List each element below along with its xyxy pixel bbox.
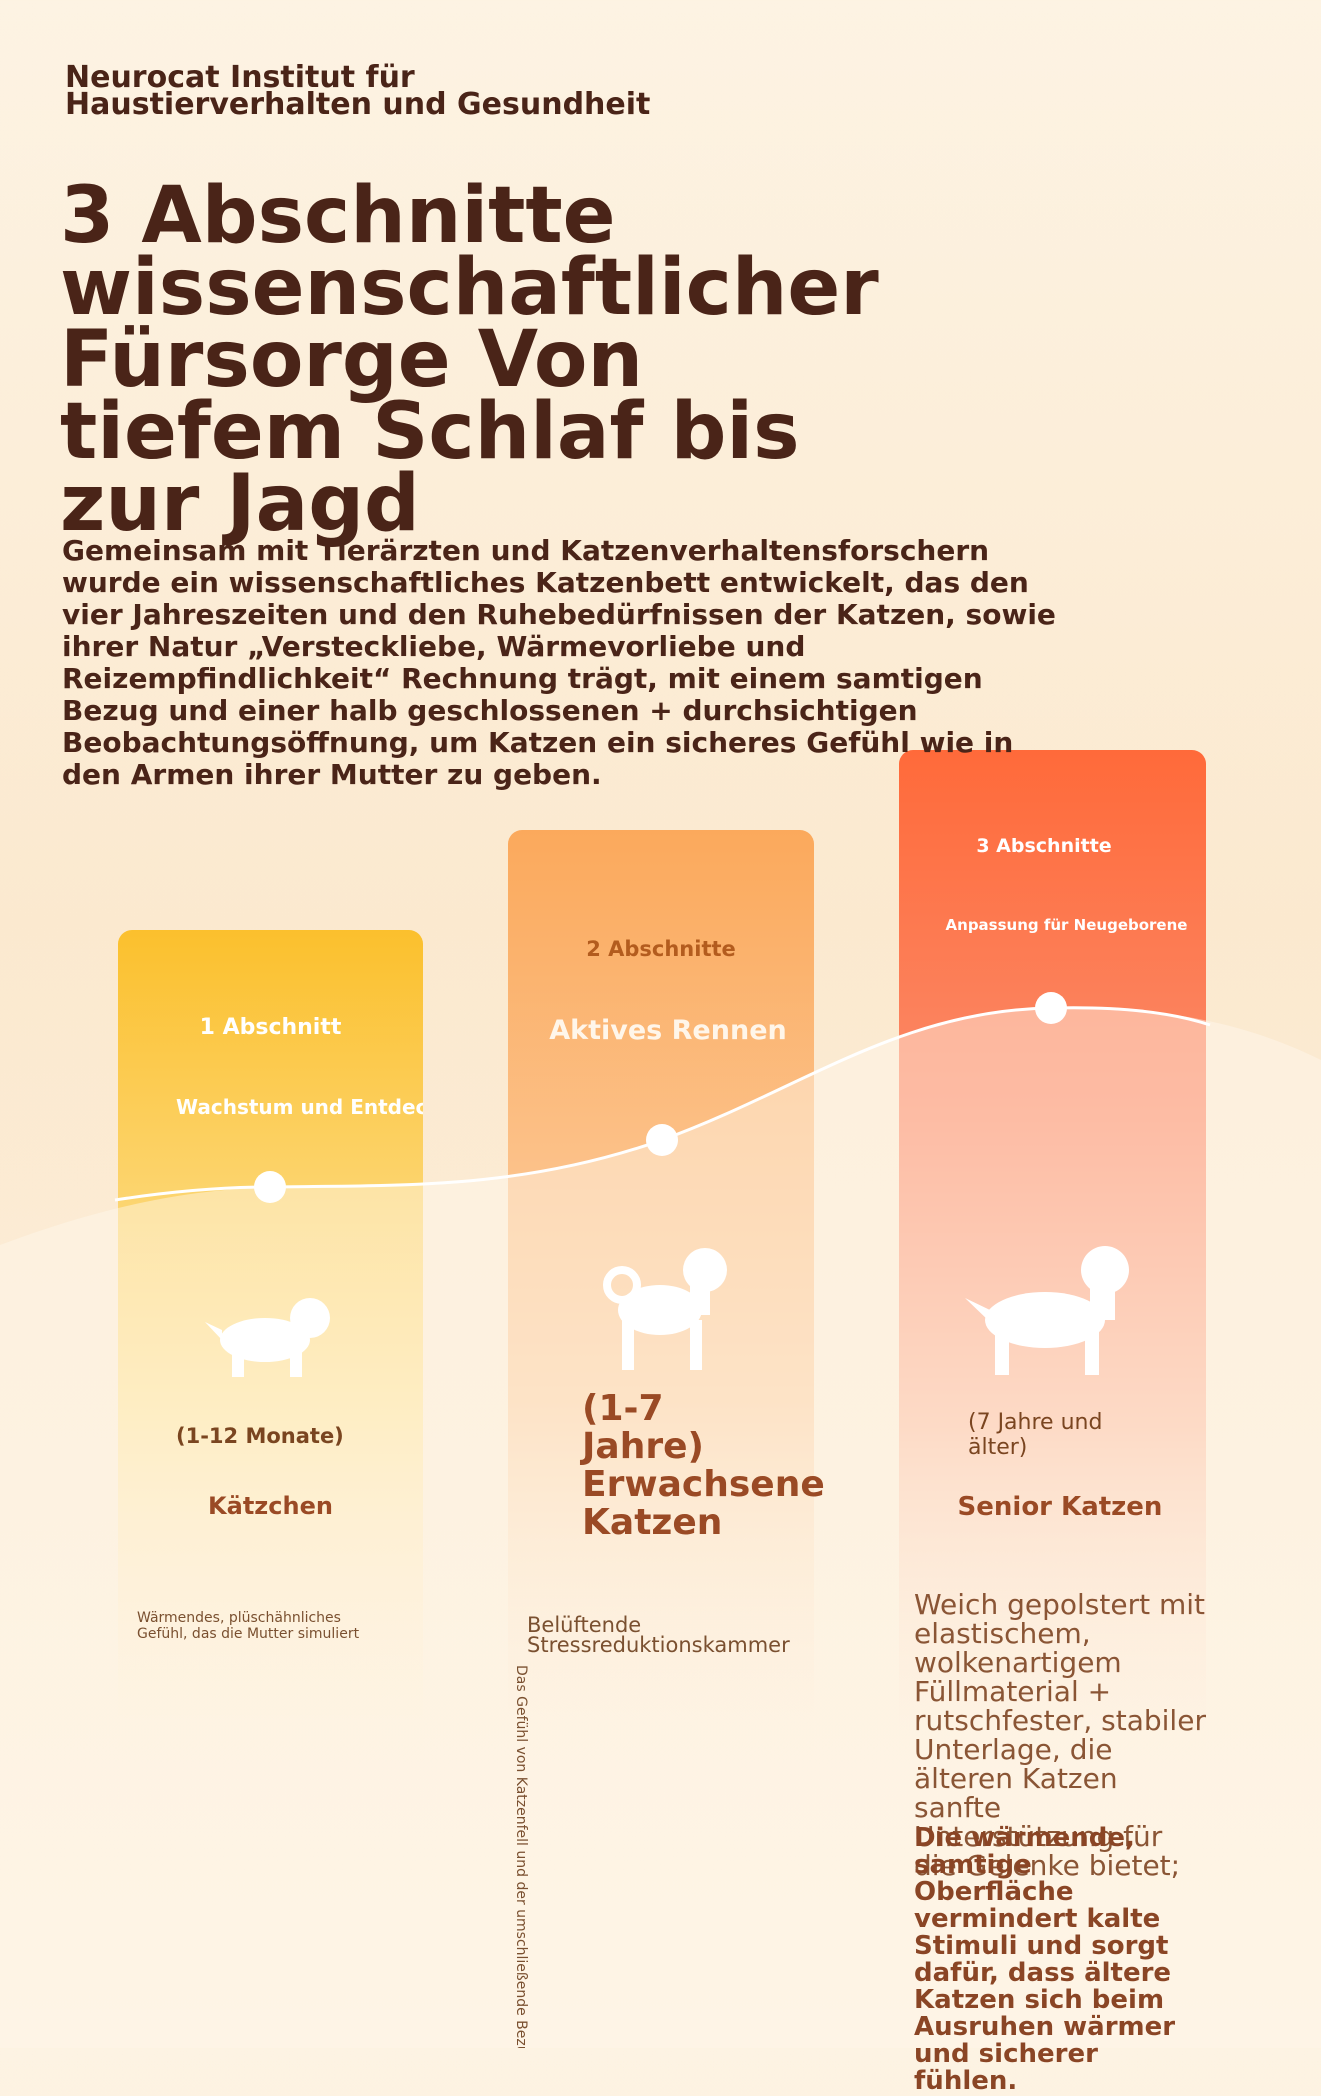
stage-feature: Belüftende Stressreduktionskammer bbox=[527, 1613, 790, 1657]
dog-icon bbox=[603, 1248, 727, 1370]
stage-name: Senior Katzen bbox=[957, 1492, 1163, 1522]
stage-feature: Weich gepolstert mit elastischem, wolken… bbox=[914, 1588, 1206, 1882]
dog-icon bbox=[965, 1246, 1129, 1375]
dog-icon bbox=[205, 1298, 330, 1377]
stage-age: (7 Jahre und älter) bbox=[968, 1410, 1103, 1460]
background-art bbox=[0, 750, 1321, 2048]
stage-age: (1-7 Jahre) Erwachsene Katzen bbox=[582, 1388, 825, 1543]
dot bbox=[646, 1124, 678, 1156]
wave-fill bbox=[0, 1007, 1321, 2048]
stage-feature: Wärmendes, plüschähnliches Gefühl, das d… bbox=[137, 1610, 360, 1642]
stage-label: 1 Abschnitt bbox=[199, 1015, 342, 1040]
stage-name: Kätzchen bbox=[208, 1492, 333, 1520]
stage-age: (1-12 Monate) bbox=[176, 1424, 344, 1448]
org-name: Neurocat Institut für Haustierverhalten … bbox=[65, 60, 651, 122]
stage-label: 2 Abschnitte bbox=[586, 937, 736, 961]
stage-subtitle: Aktives Rennen bbox=[549, 1015, 787, 1046]
dot bbox=[254, 1171, 286, 1203]
intro: Gemeinsam mit Tierärzten und Katzenverha… bbox=[62, 534, 1056, 791]
stage-feature-bold: Die wärmende, samtige Oberfläche vermind… bbox=[914, 1823, 1176, 2096]
stage-subtitle: Wachstum und Entdeck bbox=[176, 1095, 423, 1119]
dot bbox=[1035, 992, 1067, 1024]
title: 3 Abschnitte wissenschaftlicher Fürsorge… bbox=[60, 171, 879, 549]
stage-vertical: Das Gefühl von Katzenfell und der umschl… bbox=[513, 1665, 529, 2048]
stage-label: 3 Abschnitte bbox=[976, 835, 1112, 857]
stage-subtitle: Anpassung für Neugeborene bbox=[945, 916, 1188, 934]
